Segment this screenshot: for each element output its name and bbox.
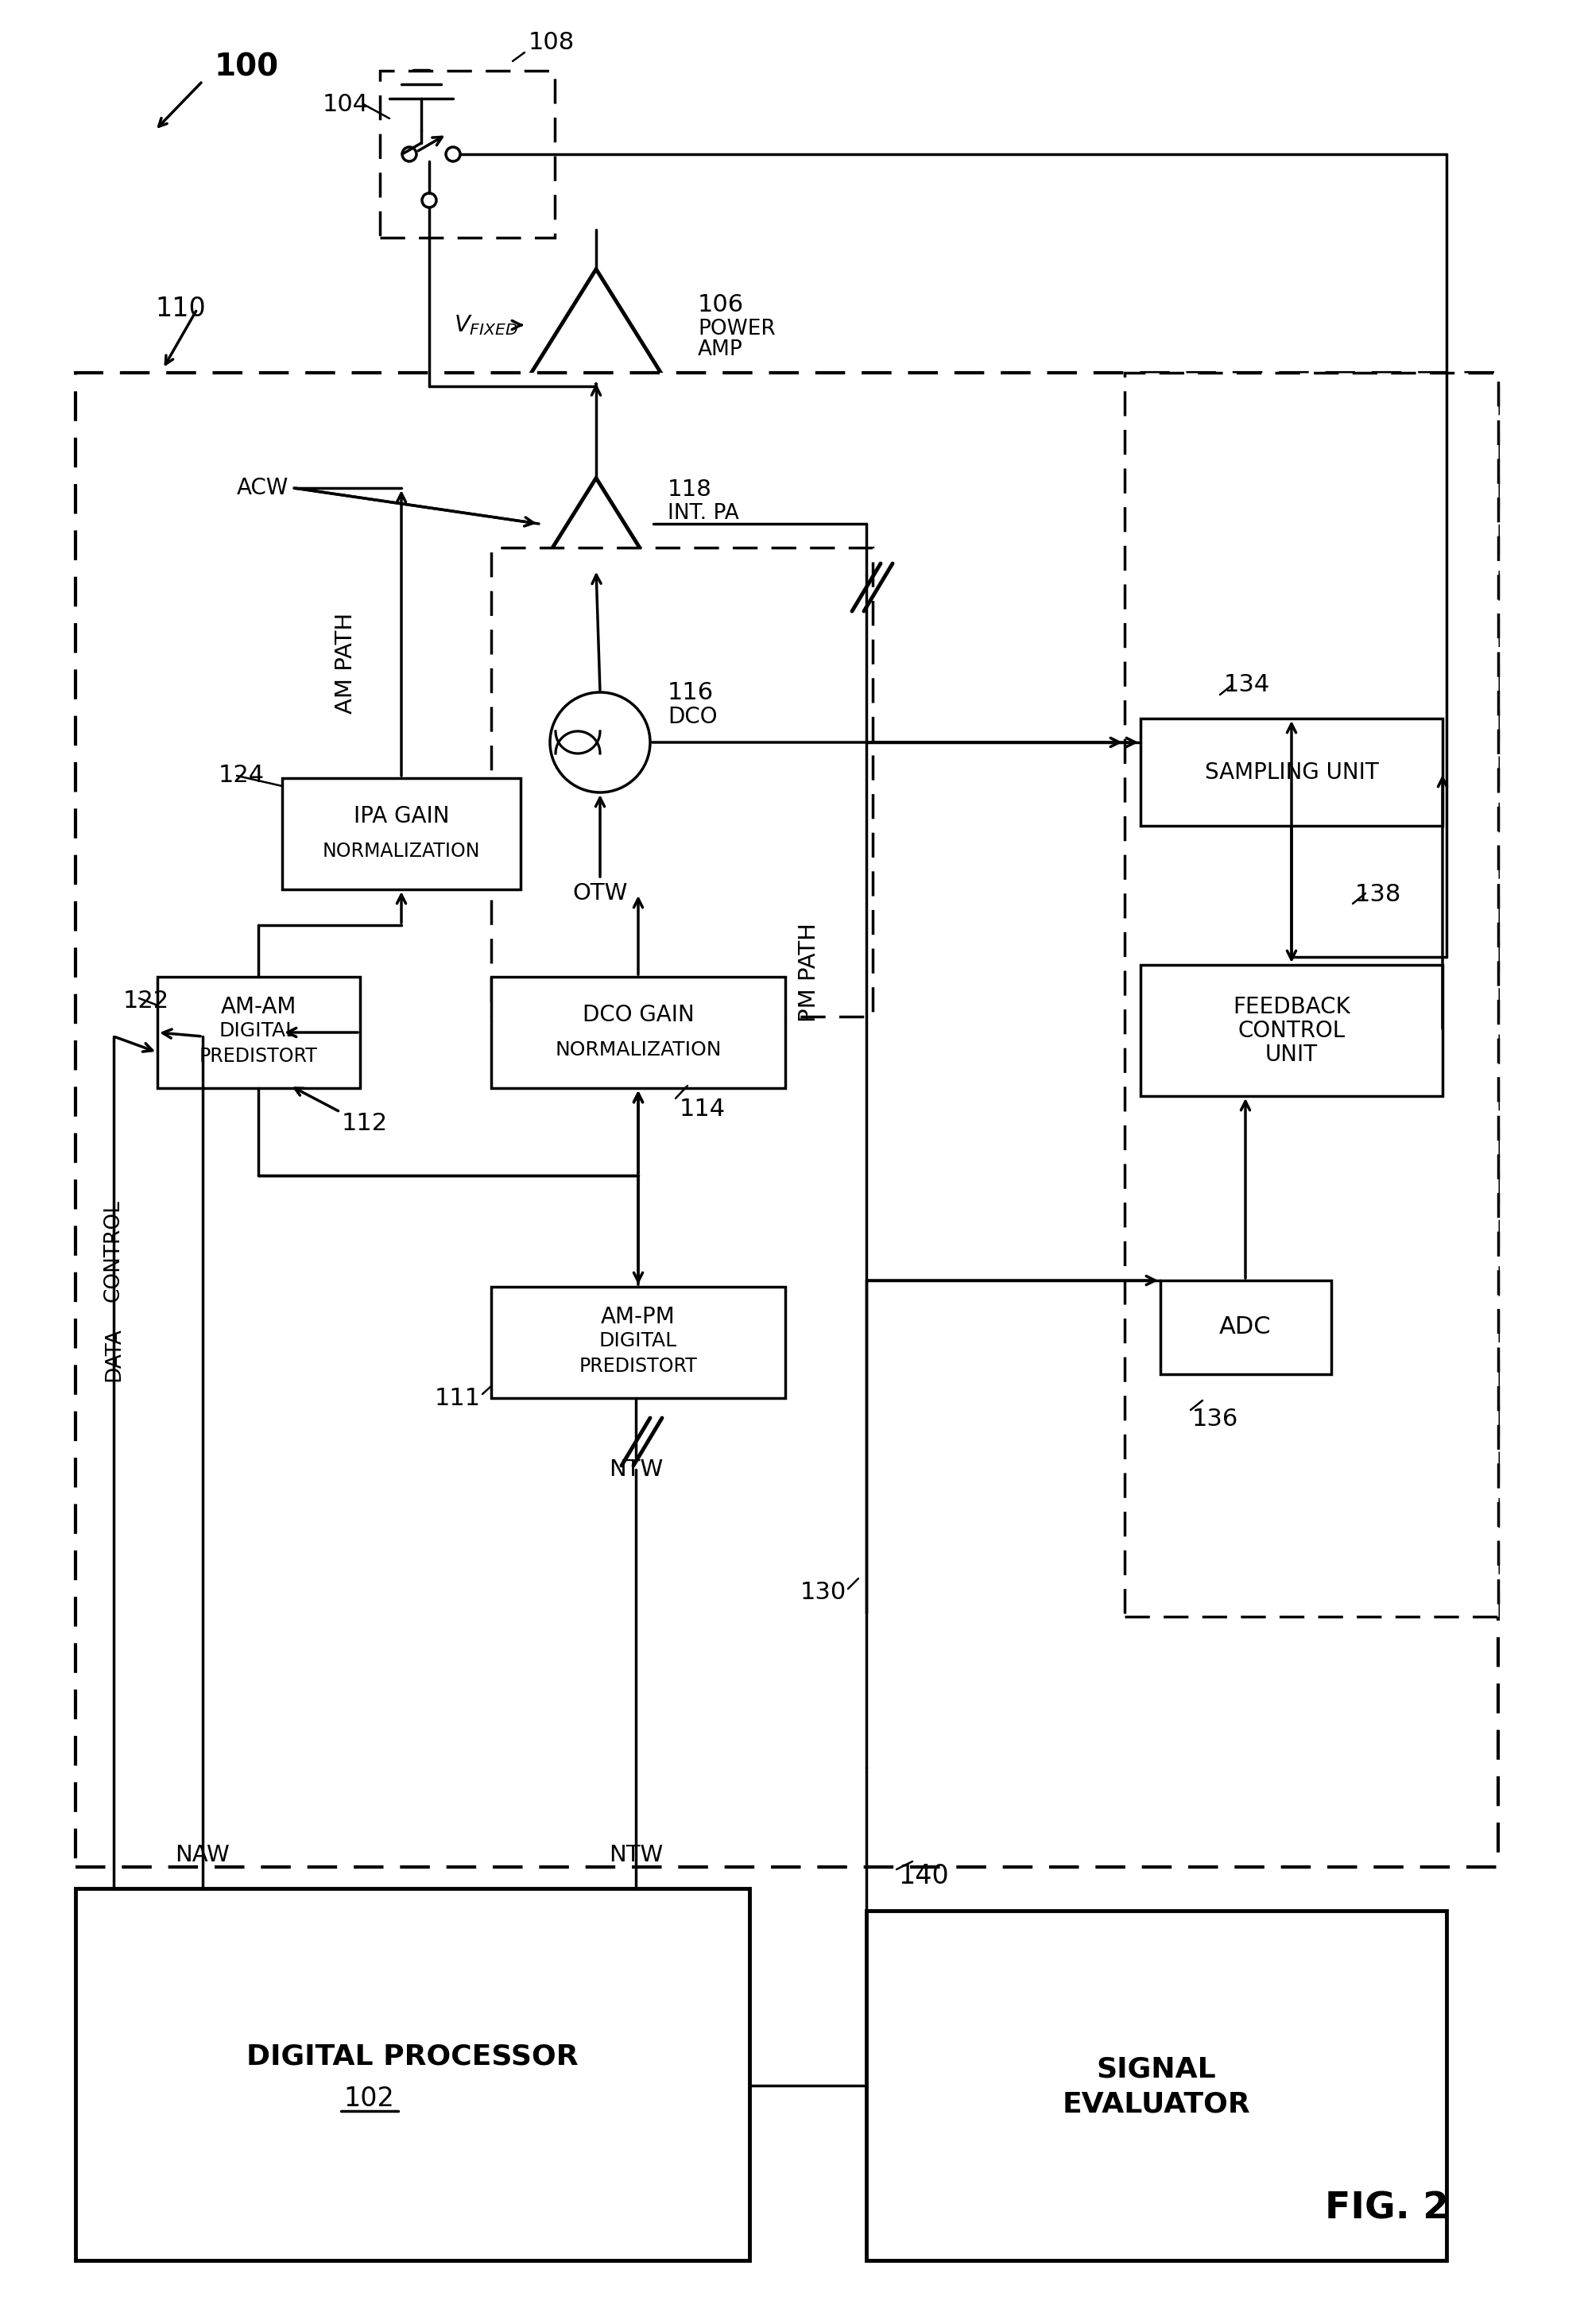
Bar — [491, 1287, 786, 1399]
Text: AM PATH: AM PATH — [334, 611, 356, 713]
Text: EVALUATOR: EVALUATOR — [1063, 2092, 1250, 2117]
Text: INT. PA: INT. PA — [667, 502, 740, 523]
Bar — [866, 1910, 1446, 2261]
Text: CONTROL: CONTROL — [103, 1199, 124, 1301]
Bar — [1140, 964, 1443, 1097]
Bar — [282, 779, 521, 890]
Text: PREDISTORT: PREDISTORT — [580, 1357, 697, 1376]
Text: 134: 134 — [1224, 674, 1270, 697]
Text: 108: 108 — [529, 33, 575, 53]
Bar — [157, 976, 360, 1088]
Bar — [380, 70, 554, 237]
Text: AMP: AMP — [699, 339, 743, 360]
Text: DCO: DCO — [667, 706, 718, 727]
Text: 112: 112 — [342, 1113, 388, 1136]
Text: DIGITAL: DIGITAL — [219, 1020, 298, 1041]
Bar — [1140, 718, 1443, 825]
Text: ACW: ACW — [236, 476, 288, 500]
Text: NORMALIZATION: NORMALIZATION — [554, 1041, 721, 1060]
Text: 138: 138 — [1354, 883, 1402, 906]
Text: 111: 111 — [434, 1387, 482, 1411]
Text: OTW: OTW — [572, 883, 627, 904]
Text: 124: 124 — [219, 765, 265, 788]
Text: SAMPLING UNIT: SAMPLING UNIT — [1204, 762, 1378, 783]
Text: 106: 106 — [699, 293, 744, 316]
Text: DATA: DATA — [103, 1327, 124, 1380]
Text: UNIT: UNIT — [1266, 1043, 1318, 1067]
Text: 114: 114 — [680, 1097, 725, 1120]
Text: PREDISTORT: PREDISTORT — [200, 1046, 317, 1067]
Text: ADC: ADC — [1220, 1315, 1272, 1339]
Bar — [1161, 1281, 1331, 1373]
Text: 136: 136 — [1193, 1408, 1239, 1432]
Text: 118: 118 — [667, 479, 713, 500]
Text: 130: 130 — [800, 1580, 846, 1604]
Text: 122: 122 — [124, 990, 169, 1013]
Text: 100: 100 — [214, 51, 279, 81]
Bar — [491, 976, 786, 1088]
Text: NAW: NAW — [176, 1843, 230, 1866]
Text: DIGITAL PROCESSOR: DIGITAL PROCESSOR — [247, 2043, 578, 2071]
Bar — [76, 372, 1498, 1866]
Bar — [1125, 372, 1498, 1618]
Text: POWER: POWER — [699, 318, 776, 339]
Text: CONTROL: CONTROL — [1237, 1020, 1345, 1041]
Text: NTW: NTW — [608, 1843, 664, 1866]
Text: SIGNAL: SIGNAL — [1096, 2057, 1217, 2082]
Text: FIG. 2: FIG. 2 — [1324, 2192, 1449, 2226]
Text: PM PATH: PM PATH — [798, 923, 821, 1023]
Bar — [491, 548, 873, 1016]
Text: 140: 140 — [898, 1864, 949, 1889]
Text: NORMALIZATION: NORMALIZATION — [323, 841, 480, 860]
Text: NTW: NTW — [608, 1459, 664, 1480]
Text: 104: 104 — [323, 93, 369, 116]
Text: FEEDBACK: FEEDBACK — [1232, 997, 1350, 1018]
Text: DCO GAIN: DCO GAIN — [583, 1004, 694, 1027]
Text: $V_{FIXED}$: $V_{FIXED}$ — [455, 314, 518, 337]
Text: AM-PM: AM-PM — [600, 1306, 675, 1327]
Text: AM-AM: AM-AM — [220, 997, 296, 1018]
Text: 116: 116 — [667, 681, 714, 704]
Text: DIGITAL: DIGITAL — [599, 1332, 678, 1350]
Text: 102: 102 — [344, 2085, 394, 2113]
Bar — [76, 1889, 749, 2261]
Text: IPA GAIN: IPA GAIN — [353, 804, 450, 827]
Text: 110: 110 — [155, 295, 206, 323]
